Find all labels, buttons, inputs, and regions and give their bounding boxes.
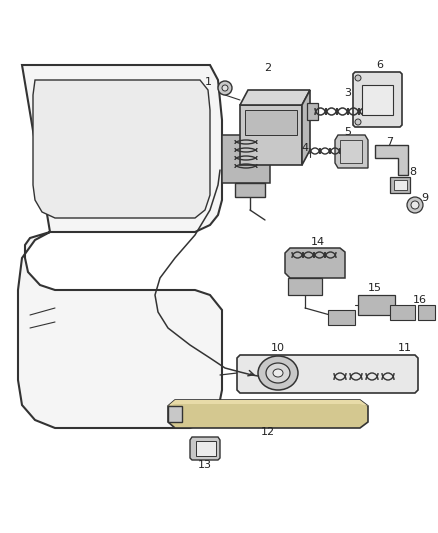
Text: 2: 2 <box>265 63 272 73</box>
Polygon shape <box>394 180 407 190</box>
Polygon shape <box>240 90 310 105</box>
Polygon shape <box>33 80 210 218</box>
Polygon shape <box>358 295 395 315</box>
Text: 5: 5 <box>345 127 352 137</box>
Polygon shape <box>340 140 362 163</box>
Polygon shape <box>235 183 265 197</box>
Polygon shape <box>362 85 393 115</box>
Text: 14: 14 <box>311 237 325 247</box>
Polygon shape <box>390 305 415 320</box>
Ellipse shape <box>258 356 298 390</box>
Polygon shape <box>168 406 182 422</box>
Ellipse shape <box>266 363 290 383</box>
Polygon shape <box>168 400 368 406</box>
Polygon shape <box>168 400 368 428</box>
Polygon shape <box>245 110 297 135</box>
Circle shape <box>411 201 419 209</box>
Circle shape <box>355 119 361 125</box>
Text: 16: 16 <box>413 295 427 305</box>
Polygon shape <box>240 105 302 165</box>
Polygon shape <box>18 65 222 428</box>
Polygon shape <box>302 90 310 165</box>
Text: 10: 10 <box>271 343 285 353</box>
Circle shape <box>218 81 232 95</box>
Text: 15: 15 <box>368 283 382 293</box>
Text: 13: 13 <box>198 460 212 470</box>
Polygon shape <box>353 72 402 127</box>
Text: 1: 1 <box>205 77 212 87</box>
Text: 3: 3 <box>345 88 352 98</box>
Polygon shape <box>335 135 368 168</box>
Polygon shape <box>190 437 220 460</box>
Polygon shape <box>307 103 318 120</box>
Text: 9: 9 <box>421 193 428 203</box>
Circle shape <box>355 75 361 81</box>
Text: 12: 12 <box>261 427 275 437</box>
Text: 8: 8 <box>410 167 417 177</box>
Polygon shape <box>196 441 216 456</box>
Ellipse shape <box>273 369 283 377</box>
Circle shape <box>407 197 423 213</box>
Polygon shape <box>328 310 355 325</box>
Text: 6: 6 <box>377 60 384 70</box>
Text: 11: 11 <box>398 343 412 353</box>
Circle shape <box>222 85 228 91</box>
Text: 7: 7 <box>386 137 394 147</box>
Polygon shape <box>375 145 408 175</box>
Polygon shape <box>418 305 435 320</box>
Polygon shape <box>390 177 410 193</box>
Text: 4: 4 <box>301 143 308 153</box>
Polygon shape <box>285 248 345 278</box>
Polygon shape <box>237 355 418 393</box>
Polygon shape <box>222 135 270 183</box>
Polygon shape <box>288 278 322 295</box>
